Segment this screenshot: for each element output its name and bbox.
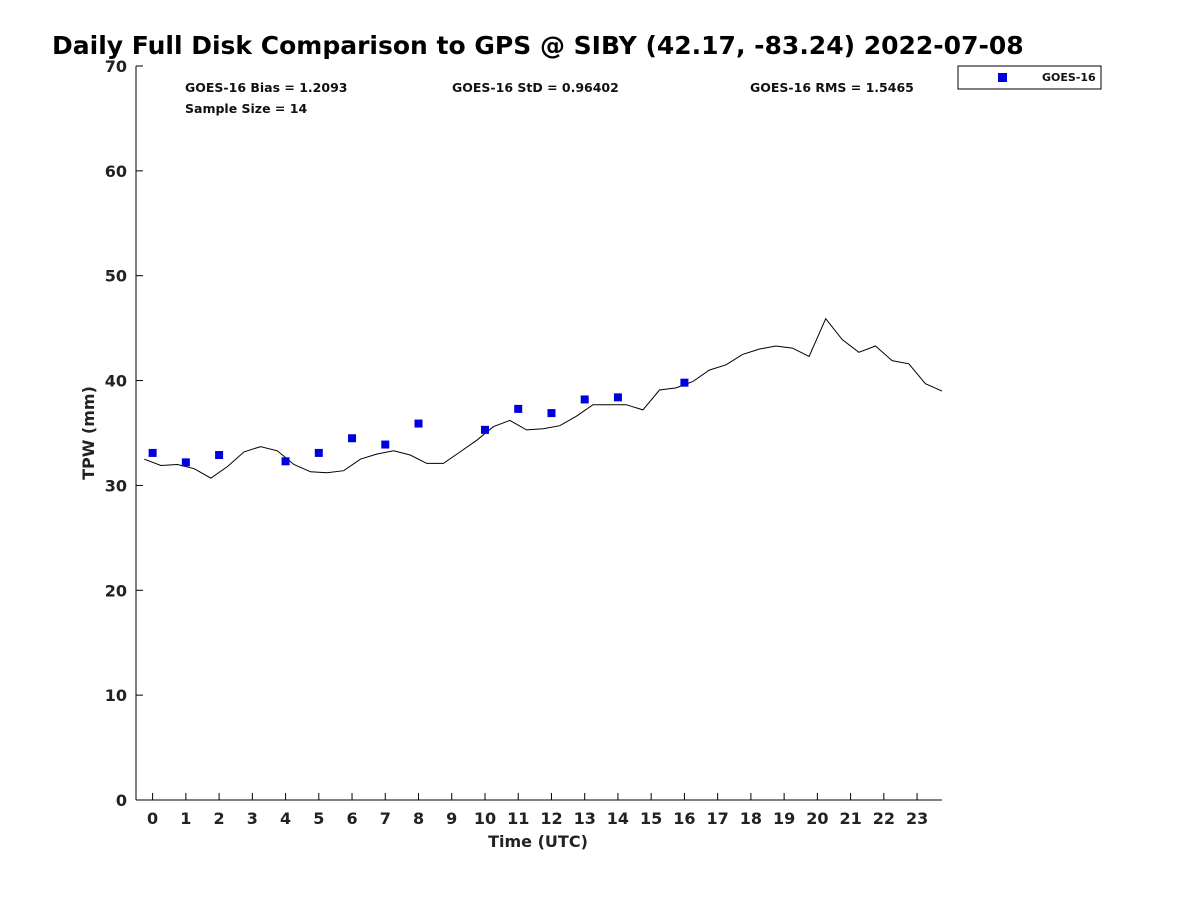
goes16-point xyxy=(181,458,190,467)
goes16-point xyxy=(414,419,423,428)
x-tick-label: 20 xyxy=(806,809,828,828)
x-tick-label: 21 xyxy=(839,809,861,828)
gps-line-group xyxy=(144,317,943,479)
x-tick-label: 9 xyxy=(446,809,457,828)
stat-std: GOES-16 StD = 0.96402 xyxy=(452,80,619,95)
x-tick-label: 5 xyxy=(313,809,324,828)
y-tick-label: 0 xyxy=(116,791,127,810)
goes16-point xyxy=(148,448,157,457)
x-tick-label: 7 xyxy=(380,809,391,828)
y-tick-label: 70 xyxy=(105,57,127,76)
y-tick-label: 20 xyxy=(105,581,127,600)
y-tick-label: 40 xyxy=(105,372,127,391)
x-tick-label: 13 xyxy=(574,809,596,828)
goes16-point xyxy=(547,409,556,418)
x-tick-label: 16 xyxy=(673,809,695,828)
x-tick-label: 1 xyxy=(180,809,191,828)
goes16-point xyxy=(381,440,390,449)
goes16-point xyxy=(348,434,357,443)
axes xyxy=(135,66,942,801)
x-tick-label: 14 xyxy=(607,809,629,828)
x-tick-label: 0 xyxy=(147,809,158,828)
x-tick-label: 18 xyxy=(740,809,762,828)
stat-bias: GOES-16 Bias = 1.2093 xyxy=(185,80,347,95)
goes16-point xyxy=(215,451,224,460)
x-tick-label: 2 xyxy=(214,809,225,828)
x-tick-label: 10 xyxy=(474,809,496,828)
goes16-point xyxy=(680,378,689,387)
x-tick-label: 6 xyxy=(346,809,357,828)
x-tick-label: 17 xyxy=(707,809,729,828)
x-tick-label: 22 xyxy=(873,809,895,828)
x-tick-label: 4 xyxy=(280,809,291,828)
x-axis-label: Time (UTC) xyxy=(488,832,588,851)
legend-label-goes16: GOES-16 xyxy=(1042,71,1096,84)
x-tick-label: 23 xyxy=(906,809,928,828)
x-tick-label: 11 xyxy=(507,809,529,828)
x-tick-label: 19 xyxy=(773,809,795,828)
x-axis-ticks: 0 1 2 3 4 5 6 7 8 9 10 11 12 13 14 15 16 17 18 19 20 21 22 23 xyxy=(147,793,928,828)
y-axis-label: TPW (mm) xyxy=(79,386,98,480)
y-axis-ticks: 0 10 20 30 40 50 60 70 xyxy=(105,57,143,810)
goes16-points xyxy=(148,378,689,467)
goes16-point xyxy=(281,457,290,466)
x-tick-label: 15 xyxy=(640,809,662,828)
y-tick-label: 60 xyxy=(105,162,127,181)
legend-marker-goes16 xyxy=(998,73,1007,82)
goes16-point xyxy=(514,404,523,413)
y-tick-label: 10 xyxy=(105,686,127,705)
x-tick-label: 3 xyxy=(247,809,258,828)
legend: GOES-16 xyxy=(957,65,1102,90)
goes16-point xyxy=(314,448,323,457)
goes16-point xyxy=(480,425,489,434)
y-tick-label: 50 xyxy=(105,267,127,286)
chart-title: Daily Full Disk Comparison to GPS @ SIBY… xyxy=(52,31,1024,60)
goes16-point xyxy=(580,395,589,404)
x-tick-label: 12 xyxy=(540,809,562,828)
gps-tpw-line xyxy=(144,317,943,479)
y-tick-label: 30 xyxy=(105,476,127,495)
legend-box xyxy=(957,65,1102,90)
stat-rms: GOES-16 RMS = 1.5465 xyxy=(750,80,914,95)
stat-sample-size: Sample Size = 14 xyxy=(185,101,307,116)
goes16-point xyxy=(613,393,622,402)
x-tick-label: 8 xyxy=(413,809,424,828)
